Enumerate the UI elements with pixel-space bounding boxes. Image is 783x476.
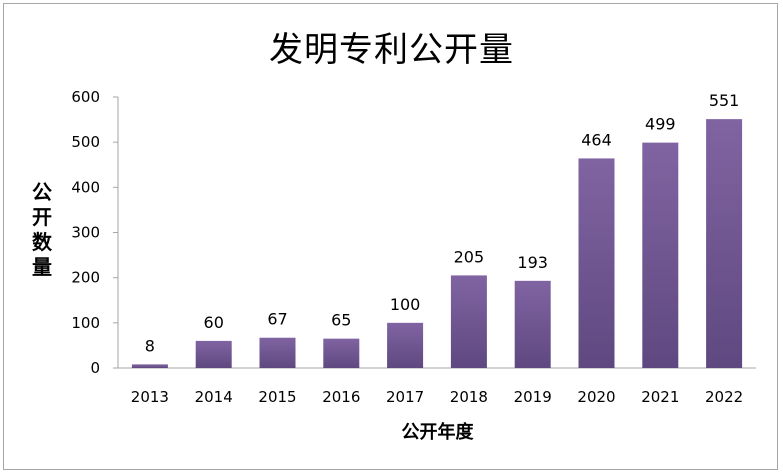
bar-2022 [706,119,743,368]
x-tick-labels: 2013 2014 2015 2016 2017 2018 2019 2020 2021 2022 [131,388,743,406]
y-tick-label: 200 [71,269,100,287]
data-label-2020: 464 [581,130,612,149]
x-tick-label-2017: 2017 [386,388,424,406]
chart-title: 发明专利公开量 [269,30,514,70]
y-tick-label: 500 [71,133,100,151]
data-label-2018: 205 [454,247,485,266]
data-label-2017: 100 [390,295,421,314]
x-tick-label-2020: 2020 [577,388,615,406]
x-axis-label: 公开年度 [401,422,474,443]
data-labels: 8 60 67 65 100 205 193 464 499 551 [145,91,740,355]
data-label-2016: 65 [331,311,351,330]
x-tick-label-2022: 2022 [705,388,743,406]
data-label-2015: 67 [267,310,287,329]
data-label-2021: 499 [645,115,676,134]
y-tick-label: 300 [71,224,100,242]
x-tick-label-2015: 2015 [258,388,296,406]
x-tick-label-2013: 2013 [131,388,169,406]
data-label-2014: 60 [204,313,224,332]
data-label-2022: 551 [709,91,740,110]
bar-2019 [514,280,551,368]
x-tick-label-2018: 2018 [450,388,488,406]
y-tick-labels: 0 100 200 300 400 500 600 [71,88,118,377]
x-tick-label-2016: 2016 [322,388,360,406]
y-tick-label: 400 [71,178,100,196]
data-label-2019: 193 [517,253,548,272]
bar-2015 [259,337,296,368]
y-tick-label: 0 [90,359,100,377]
bar-2016 [323,338,360,368]
y-axis-label: 公开数量 [32,180,52,279]
bars [131,119,743,368]
bar-2018 [450,275,487,368]
x-tick-label-2021: 2021 [641,388,679,406]
bar-2013 [131,364,168,368]
bar-2021 [642,142,679,368]
bar-2014 [195,340,232,368]
y-tick-label: 600 [71,88,100,106]
y-tick-label: 100 [71,314,100,332]
x-tick-label-2014: 2014 [195,388,233,406]
bar-2017 [387,322,424,368]
x-tick-label-2019: 2019 [514,388,552,406]
bar-2020 [578,158,615,368]
data-label-2013: 8 [145,336,155,355]
